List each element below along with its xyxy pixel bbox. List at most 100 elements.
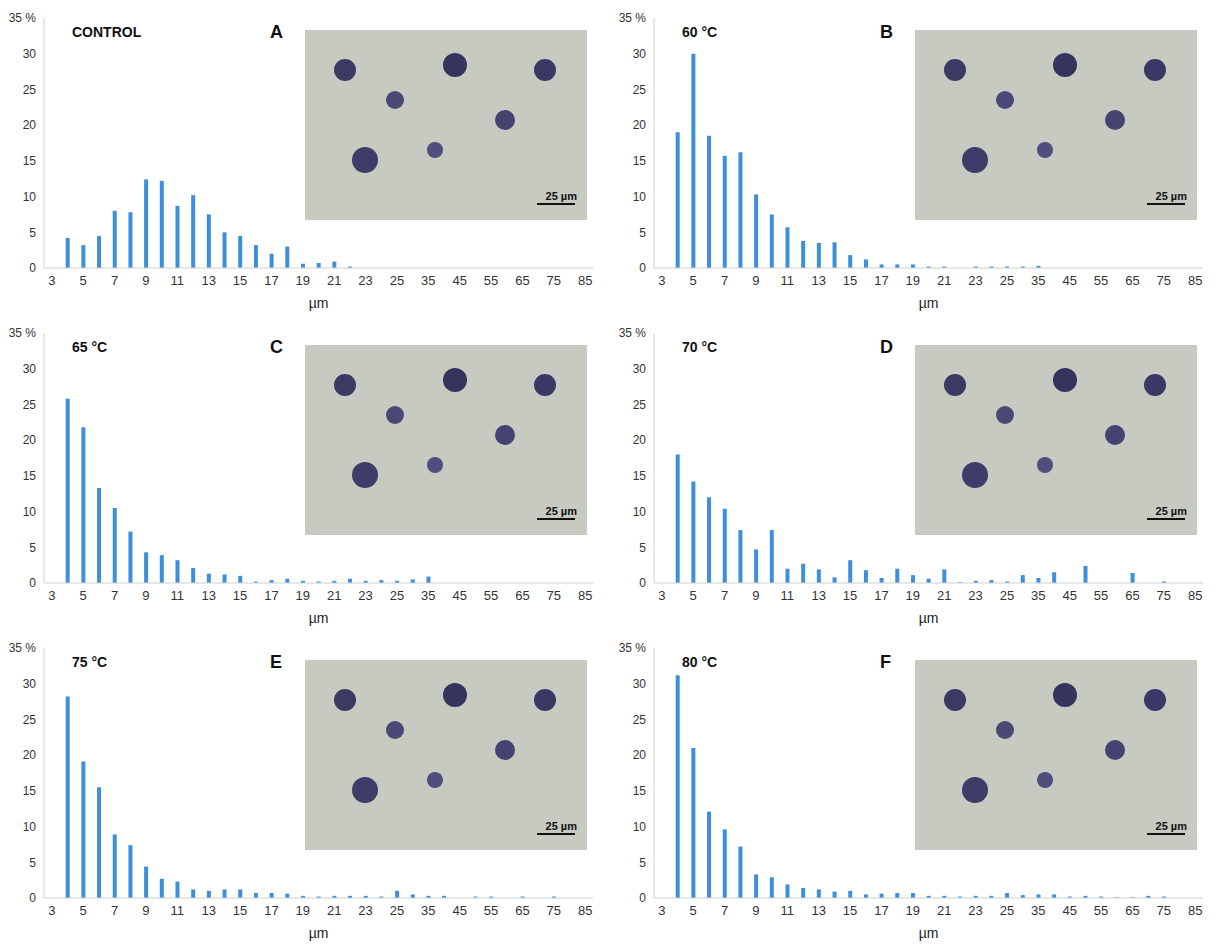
svg-text:13: 13 (811, 588, 825, 603)
svg-text:10: 10 (23, 820, 37, 834)
svg-text:45: 45 (1062, 588, 1076, 603)
svg-text:9: 9 (142, 273, 149, 288)
svg-text:25: 25 (390, 903, 404, 918)
svg-text:3: 3 (658, 903, 665, 918)
svg-text:3: 3 (48, 273, 55, 288)
svg-text:5: 5 (80, 588, 87, 603)
svg-text:25: 25 (390, 273, 404, 288)
svg-text:35 %: 35 % (9, 326, 37, 340)
svg-text:17: 17 (874, 588, 888, 603)
svg-text:17: 17 (264, 903, 278, 918)
svg-text:19: 19 (296, 588, 310, 603)
svg-text:3: 3 (48, 588, 55, 603)
svg-text:0: 0 (639, 576, 646, 590)
svg-text:11: 11 (781, 588, 795, 603)
svg-text:20: 20 (633, 748, 647, 762)
svg-text:17: 17 (874, 273, 888, 288)
svg-text:5: 5 (80, 903, 87, 918)
svg-text:75: 75 (1157, 273, 1171, 288)
svg-text:7: 7 (111, 273, 118, 288)
svg-text:0: 0 (29, 576, 36, 590)
svg-text:55: 55 (1094, 903, 1108, 918)
svg-text:75: 75 (547, 903, 561, 918)
svg-text:25: 25 (23, 83, 37, 97)
svg-text:13: 13 (201, 903, 215, 918)
svg-text:30: 30 (633, 362, 647, 376)
svg-text:9: 9 (752, 273, 759, 288)
svg-text:15: 15 (843, 903, 857, 918)
svg-text:23: 23 (358, 588, 372, 603)
svg-text:15: 15 (633, 469, 647, 483)
svg-text:19: 19 (296, 273, 310, 288)
svg-text:85: 85 (1188, 903, 1202, 918)
svg-text:20: 20 (23, 433, 37, 447)
svg-text:13: 13 (201, 588, 215, 603)
svg-text:15: 15 (23, 154, 37, 168)
svg-text:85: 85 (578, 588, 592, 603)
svg-text:19: 19 (296, 903, 310, 918)
svg-text:65: 65 (515, 273, 529, 288)
svg-text:0: 0 (639, 891, 646, 905)
svg-text:15: 15 (843, 273, 857, 288)
svg-text:75: 75 (1157, 588, 1171, 603)
svg-text:35: 35 (421, 588, 435, 603)
svg-text:55: 55 (1094, 588, 1108, 603)
svg-text:20: 20 (633, 118, 647, 132)
svg-text:11: 11 (171, 273, 185, 288)
svg-text:23: 23 (358, 903, 372, 918)
svg-text:21: 21 (327, 273, 341, 288)
svg-text:21: 21 (327, 588, 341, 603)
svg-text:5: 5 (639, 541, 646, 555)
svg-text:65: 65 (1125, 903, 1139, 918)
svg-text:µm: µm (309, 925, 329, 941)
svg-text:7: 7 (721, 273, 728, 288)
svg-text:11: 11 (171, 588, 185, 603)
svg-text:30: 30 (23, 47, 37, 61)
svg-text:45: 45 (452, 903, 466, 918)
svg-text:21: 21 (937, 903, 951, 918)
svg-text:35: 35 (1031, 273, 1045, 288)
svg-text:23: 23 (358, 273, 372, 288)
svg-text:20: 20 (633, 433, 647, 447)
svg-text:5: 5 (639, 856, 646, 870)
svg-text:45: 45 (452, 588, 466, 603)
svg-text:45: 45 (452, 273, 466, 288)
svg-text:21: 21 (937, 273, 951, 288)
svg-text:11: 11 (781, 273, 795, 288)
svg-text:10: 10 (633, 505, 647, 519)
svg-text:5: 5 (690, 588, 697, 603)
svg-text:65: 65 (515, 588, 529, 603)
svg-text:10: 10 (23, 190, 37, 204)
svg-text:65: 65 (1125, 273, 1139, 288)
svg-text:65: 65 (1125, 588, 1139, 603)
svg-text:85: 85 (1188, 588, 1202, 603)
svg-text:3: 3 (658, 588, 665, 603)
svg-text:µm: µm (309, 295, 329, 311)
svg-text:15: 15 (633, 154, 647, 168)
svg-text:µm: µm (309, 610, 329, 626)
svg-text:35 %: 35 % (619, 326, 647, 340)
svg-text:25: 25 (633, 713, 647, 727)
svg-text:17: 17 (264, 588, 278, 603)
svg-text:75: 75 (547, 588, 561, 603)
svg-text:21: 21 (937, 588, 951, 603)
svg-text:35: 35 (421, 273, 435, 288)
svg-text:20: 20 (23, 118, 37, 132)
svg-text:5: 5 (690, 273, 697, 288)
svg-text:7: 7 (111, 588, 118, 603)
svg-text:10: 10 (23, 505, 37, 519)
svg-text:17: 17 (874, 903, 888, 918)
svg-text:35 %: 35 % (619, 11, 647, 25)
svg-text:9: 9 (142, 588, 149, 603)
svg-text:85: 85 (1188, 273, 1202, 288)
svg-text:0: 0 (29, 261, 36, 275)
svg-text:19: 19 (906, 588, 920, 603)
svg-text:µm: µm (919, 610, 939, 626)
svg-text:7: 7 (721, 903, 728, 918)
svg-text:65: 65 (515, 903, 529, 918)
svg-text:30: 30 (23, 677, 37, 691)
svg-text:9: 9 (752, 588, 759, 603)
svg-text:10: 10 (633, 190, 647, 204)
svg-text:23: 23 (968, 588, 982, 603)
svg-text:17: 17 (264, 273, 278, 288)
